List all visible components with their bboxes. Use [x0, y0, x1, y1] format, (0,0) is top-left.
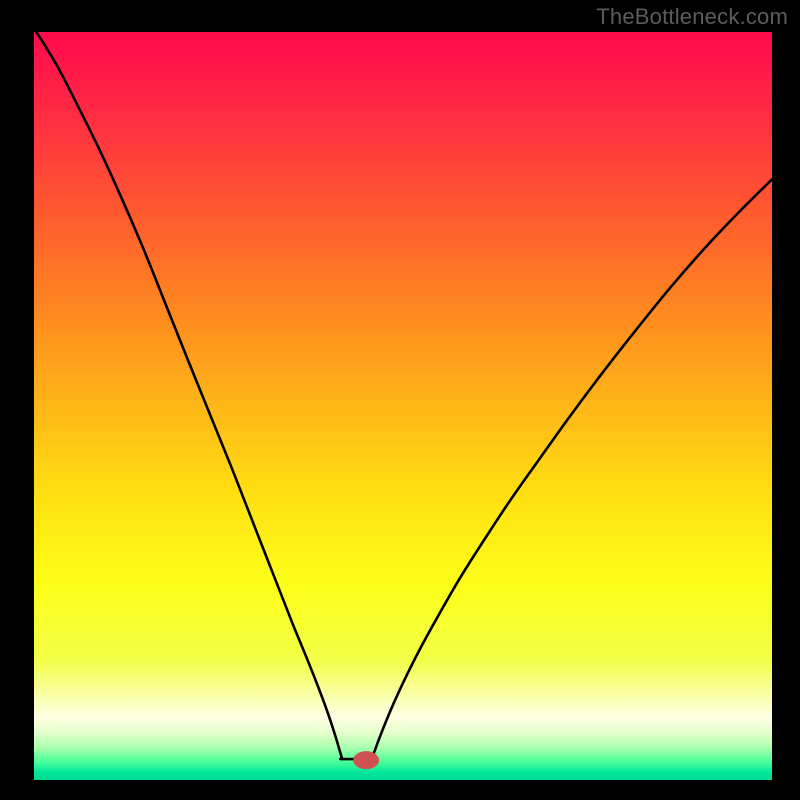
watermark-text: TheBottleneck.com [596, 4, 788, 30]
chart-background [34, 32, 772, 780]
plot-area [34, 32, 772, 780]
chart-svg [34, 32, 772, 780]
bottleneck-marker [353, 751, 379, 769]
